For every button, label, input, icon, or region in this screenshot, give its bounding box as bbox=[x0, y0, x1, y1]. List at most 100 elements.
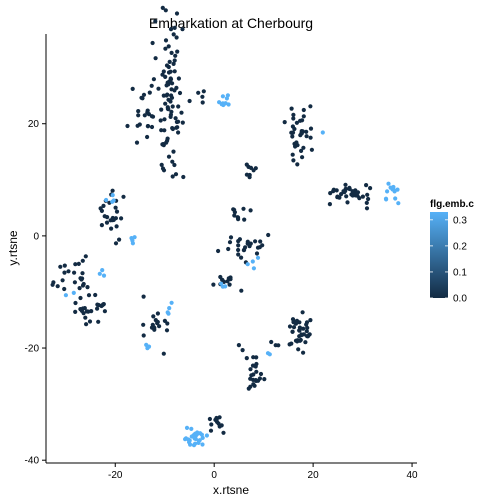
data-point bbox=[159, 107, 164, 112]
data-point bbox=[175, 49, 180, 54]
data-point bbox=[169, 300, 174, 305]
data-point bbox=[149, 124, 155, 130]
data-point bbox=[334, 188, 339, 193]
data-point bbox=[169, 50, 174, 56]
data-point bbox=[130, 241, 135, 246]
data-point bbox=[223, 101, 228, 106]
data-point bbox=[73, 300, 78, 306]
data-point bbox=[300, 118, 305, 123]
data-point bbox=[156, 86, 161, 91]
data-point bbox=[262, 377, 267, 382]
data-point bbox=[149, 83, 154, 88]
legend-tick-label: 0.2 bbox=[453, 241, 467, 252]
data-point bbox=[251, 266, 256, 271]
data-point bbox=[227, 240, 233, 245]
data-point bbox=[165, 310, 170, 315]
data-point bbox=[221, 430, 226, 435]
x-tick-label: 40 bbox=[406, 470, 418, 481]
x-tick-label: -20 bbox=[108, 470, 123, 481]
data-point bbox=[177, 90, 183, 96]
data-point bbox=[289, 341, 294, 346]
data-point bbox=[258, 239, 263, 244]
data-point bbox=[396, 201, 401, 206]
data-point bbox=[385, 189, 390, 194]
data-point bbox=[142, 113, 147, 118]
data-point bbox=[294, 140, 299, 145]
data-point bbox=[236, 252, 241, 257]
data-point bbox=[84, 309, 89, 314]
data-point bbox=[357, 196, 362, 201]
y-tick-label: 0 bbox=[33, 231, 39, 242]
data-point bbox=[247, 172, 252, 178]
data-point bbox=[80, 258, 85, 263]
data-point bbox=[147, 90, 152, 95]
data-point bbox=[163, 38, 169, 43]
data-point bbox=[349, 192, 354, 197]
data-point bbox=[304, 129, 309, 134]
data-point bbox=[290, 130, 296, 135]
data-point bbox=[174, 11, 180, 16]
data-point bbox=[110, 199, 115, 204]
data-point bbox=[290, 152, 295, 157]
data-point bbox=[248, 384, 253, 389]
data-point bbox=[171, 149, 176, 154]
data-point bbox=[245, 262, 250, 267]
data-point bbox=[155, 319, 160, 325]
data-point bbox=[242, 217, 247, 222]
data-point bbox=[213, 417, 218, 422]
data-point bbox=[139, 95, 144, 100]
data-point bbox=[149, 114, 154, 119]
data-point bbox=[267, 352, 272, 357]
data-point bbox=[258, 371, 264, 377]
data-point bbox=[113, 216, 118, 221]
data-point bbox=[117, 237, 122, 242]
data-point bbox=[167, 306, 172, 311]
data-point bbox=[254, 369, 259, 374]
data-point bbox=[365, 192, 370, 197]
data-point bbox=[368, 186, 373, 191]
data-point bbox=[239, 255, 244, 260]
data-point bbox=[170, 174, 175, 179]
y-axis-ticks: -40 -20 0 20 bbox=[25, 119, 46, 467]
data-point bbox=[150, 40, 155, 46]
data-point bbox=[104, 220, 110, 225]
data-point bbox=[253, 239, 258, 244]
data-point bbox=[176, 130, 181, 135]
data-point bbox=[204, 433, 209, 438]
data-point bbox=[165, 321, 170, 326]
data-point bbox=[153, 19, 158, 24]
data-point bbox=[308, 135, 313, 140]
data-point bbox=[113, 241, 119, 246]
y-tick-label: 20 bbox=[28, 119, 40, 130]
data-point bbox=[308, 126, 314, 131]
data-point bbox=[110, 218, 115, 223]
data-point bbox=[366, 196, 371, 202]
points-layer bbox=[50, 5, 401, 448]
data-point bbox=[151, 77, 156, 82]
data-point bbox=[327, 202, 332, 207]
data-point bbox=[89, 309, 94, 314]
data-point bbox=[166, 44, 171, 49]
data-point bbox=[95, 302, 100, 307]
data-point bbox=[172, 58, 177, 63]
data-point bbox=[80, 271, 85, 276]
data-point bbox=[220, 277, 225, 282]
data-point bbox=[99, 208, 104, 213]
data-point bbox=[335, 194, 340, 199]
data-point bbox=[305, 334, 310, 339]
data-point bbox=[239, 288, 244, 293]
data-point bbox=[166, 154, 172, 159]
data-point bbox=[114, 209, 120, 214]
data-point bbox=[130, 86, 135, 91]
data-point bbox=[174, 119, 179, 125]
data-point bbox=[224, 96, 229, 101]
data-point bbox=[292, 126, 297, 132]
data-point bbox=[304, 322, 309, 327]
data-point bbox=[153, 56, 158, 61]
data-point bbox=[216, 248, 221, 254]
data-point bbox=[161, 168, 167, 173]
data-point bbox=[342, 190, 347, 195]
data-point bbox=[287, 324, 293, 329]
data-point bbox=[301, 107, 306, 113]
